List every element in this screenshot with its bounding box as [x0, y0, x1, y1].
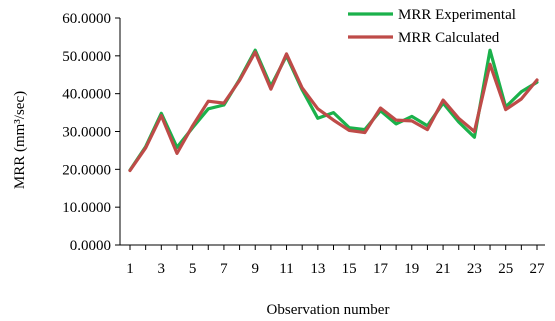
x-tick-label: 19	[404, 261, 419, 277]
x-tick-label: 11	[279, 261, 293, 277]
x-axis-title: Observation number	[267, 302, 390, 318]
series-line-calculated	[128, 50, 539, 173]
y-tick-label: 60.0000	[62, 11, 111, 27]
x-tick-label: 15	[342, 261, 357, 277]
y-axis-title: MRR (mm³/sec)	[12, 91, 28, 189]
x-tick-label: 23	[467, 261, 482, 277]
x-tick-label: 27	[530, 261, 546, 277]
legend-label-calculated: MRR Calculated	[398, 30, 500, 46]
x-tick-label: 3	[158, 261, 166, 277]
y-tick-label: 10.0000	[62, 200, 111, 216]
legend: MRR Experimental MRR Calculated	[348, 7, 516, 46]
x-tick-label: 1	[126, 261, 134, 277]
y-tick-label: 30.0000	[62, 125, 111, 141]
y-axis-ticks: 0.0000 10.0000 20.0000 30.0000 40.0000 50.000…	[62, 11, 120, 254]
x-axis-ticks: 1 3 5 7 9 11 13 15 17 19 21 23 25 27	[126, 245, 545, 277]
x-tick-label: 5	[189, 261, 197, 277]
x-tick-label: 21	[436, 261, 451, 277]
y-tick-label: 0.0000	[70, 238, 111, 254]
x-tick-label: 7	[220, 261, 228, 277]
x-tick-label: 25	[498, 261, 513, 277]
series-line-experimental	[128, 48, 539, 172]
x-tick-label: 9	[251, 261, 259, 277]
x-tick-label: 13	[310, 261, 325, 277]
y-tick-label: 40.0000	[62, 87, 111, 103]
y-tick-label: 50.0000	[62, 49, 111, 65]
series-lines	[128, 48, 539, 173]
x-tick-label: 17	[373, 261, 389, 277]
legend-label-experimental: MRR Experimental	[398, 7, 516, 23]
y-tick-label: 20.0000	[62, 162, 111, 178]
